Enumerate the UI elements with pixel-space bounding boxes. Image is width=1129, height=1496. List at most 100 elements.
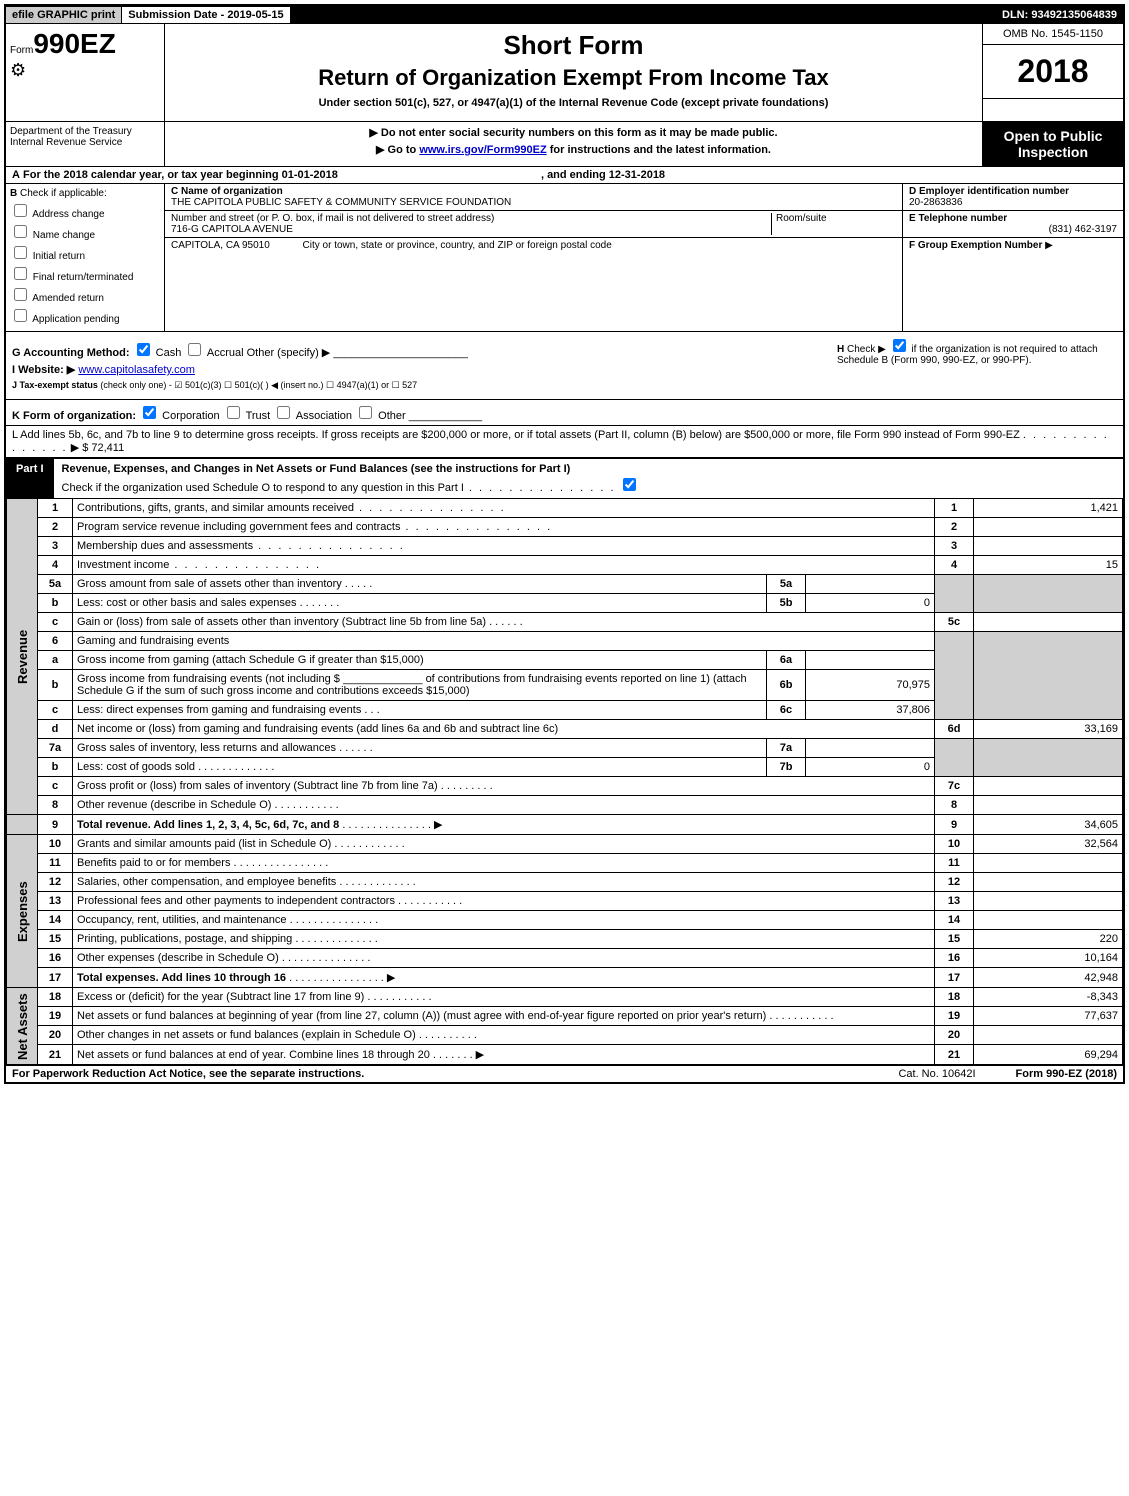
row-5a-desc: Gross amount from sale of assets other t…	[77, 578, 342, 590]
initial-return-checkbox[interactable]	[14, 246, 27, 259]
form-id-box: Form990EZ ⚙	[6, 24, 165, 121]
part1-table: Revenue 1 Contributions, gifts, grants, …	[6, 498, 1123, 1065]
d-label: D Employer identification number	[909, 186, 1069, 197]
row-11-amt	[974, 854, 1123, 873]
row-10-box: 10	[935, 835, 974, 854]
row-5b-num: b	[38, 594, 73, 613]
k-assoc-checkbox[interactable]	[277, 406, 290, 419]
row-8-amt	[974, 796, 1123, 815]
row-10-desc: Grants and similar amounts paid (list in…	[77, 838, 331, 850]
row-15-box: 15	[935, 930, 974, 949]
form-prefix: Form	[10, 45, 33, 56]
revenue-side-label: Revenue	[7, 499, 38, 815]
k-trust: Trust	[246, 410, 271, 422]
row-1-box: 1	[935, 499, 974, 518]
line-l: L Add lines 5b, 6c, and 7b to line 9 to …	[6, 425, 1123, 457]
row-16-amt: 10,164	[974, 949, 1123, 968]
row-14-box: 14	[935, 911, 974, 930]
section-bcdef: B Check if applicable: Address change Na…	[6, 184, 1123, 332]
row-20-amt	[974, 1026, 1123, 1045]
row-16-box: 16	[935, 949, 974, 968]
k-corp: Corporation	[162, 410, 219, 422]
check-if-label: Check if applicable:	[20, 188, 107, 199]
website-link[interactable]: www.capitolasafety.com	[78, 364, 195, 376]
row-21-box: 21	[935, 1045, 974, 1065]
row-21-amt: 69,294	[974, 1045, 1123, 1065]
row-18-amt: -8,343	[974, 988, 1123, 1007]
row-7c-num: c	[38, 777, 73, 796]
row-6c-desc: Less: direct expenses from gaming and fu…	[77, 704, 361, 716]
line-a-text: For the 2018 calendar year, or tax year …	[23, 169, 338, 181]
row-19-desc: Net assets or fund balances at beginning…	[77, 1010, 766, 1022]
row-11-box: 11	[935, 854, 974, 873]
row-16-desc: Other expenses (describe in Schedule O)	[77, 952, 279, 964]
final-return-label: Final return/terminated	[33, 272, 134, 283]
k-label: K Form of organization:	[12, 410, 136, 422]
city-value: CAPITOLA, CA 95010	[171, 240, 270, 251]
final-return-checkbox[interactable]	[14, 267, 27, 280]
paperwork-notice: For Paperwork Reduction Act Notice, see …	[12, 1068, 364, 1080]
accrual-checkbox[interactable]	[188, 343, 201, 356]
row-17-desc: Total expenses. Add lines 10 through 16	[77, 972, 286, 984]
row-5b-amt: 0	[806, 594, 935, 613]
footer: For Paperwork Reduction Act Notice, see …	[6, 1065, 1123, 1082]
j-label: J Tax-exempt status	[12, 380, 98, 390]
row-6d-desc: Net income or (loss) from gaming and fun…	[77, 723, 558, 735]
row-12-box: 12	[935, 873, 974, 892]
l-text: L Add lines 5b, 6c, and 7b to line 9 to …	[12, 429, 1020, 441]
name-change-checkbox[interactable]	[14, 225, 27, 238]
address-change-checkbox[interactable]	[14, 204, 27, 217]
row-14-desc: Occupancy, rent, utilities, and maintena…	[77, 914, 287, 926]
part1-schedule-o-checkbox[interactable]	[623, 478, 636, 491]
accrual-label: Accrual	[207, 347, 244, 359]
row-5c-num: c	[38, 613, 73, 632]
row-9-amt: 34,605	[974, 815, 1123, 835]
row-20-box: 20	[935, 1026, 974, 1045]
dln-number: DLN: 93492135064839	[996, 7, 1123, 23]
phone-value: (831) 462-3197	[909, 224, 1117, 235]
row-6d-box: 6d	[935, 720, 974, 739]
cash-checkbox[interactable]	[137, 343, 150, 356]
top-bar: efile GRAPHIC print Submission Date - 20…	[6, 6, 1123, 24]
under-section-text: Under section 501(c), 527, or 4947(a)(1)…	[171, 97, 976, 109]
return-title: Return of Organization Exempt From Incom…	[171, 65, 976, 91]
amended-checkbox[interactable]	[14, 288, 27, 301]
row-21-num: 21	[38, 1045, 73, 1065]
short-form-title: Short Form	[171, 30, 976, 61]
row-12-num: 12	[38, 873, 73, 892]
row-6a-desc: Gross income from gaming (attach Schedul…	[77, 654, 424, 666]
irs-link[interactable]: www.irs.gov/Form990EZ	[419, 144, 546, 156]
row-6a-num: a	[38, 651, 73, 670]
row-5c-amt	[974, 613, 1123, 632]
k-trust-checkbox[interactable]	[227, 406, 240, 419]
name-change-label: Name change	[33, 230, 95, 241]
row-6c-amt: 37,806	[806, 701, 935, 720]
row-16-num: 16	[38, 949, 73, 968]
row-6c-box: 6c	[767, 701, 806, 720]
row-5b-desc: Less: cost or other basis and sales expe…	[77, 597, 297, 609]
efile-print-button[interactable]: efile GRAPHIC print	[6, 7, 121, 23]
row-7a-box: 7a	[767, 739, 806, 758]
application-pending-checkbox[interactable]	[14, 309, 27, 322]
row-7b-desc: Less: cost of goods sold	[77, 761, 195, 773]
line-k: K Form of organization: Corporation Trus…	[6, 399, 1123, 425]
row-1-num: 1	[38, 499, 73, 518]
amended-label: Amended return	[32, 293, 104, 304]
part1-header-row: Part I Revenue, Expenses, and Changes in…	[6, 457, 1123, 498]
part1-label: Part I	[6, 459, 54, 498]
omb-number: OMB No. 1545-1150	[983, 24, 1123, 45]
row-19-num: 19	[38, 1007, 73, 1026]
k-other-checkbox[interactable]	[359, 406, 372, 419]
f-label: F Group Exemption Number	[909, 240, 1042, 251]
row-1-amt: 1,421	[974, 499, 1123, 518]
row-7c-desc: Gross profit or (loss) from sales of inv…	[77, 780, 438, 792]
k-other: Other	[378, 410, 406, 422]
row-5c-desc: Gain or (loss) from sale of assets other…	[77, 616, 486, 628]
dept-treasury: Department of the Treasury	[10, 126, 160, 137]
row-4-amt: 15	[974, 556, 1123, 575]
row-7a-num: 7a	[38, 739, 73, 758]
row-15-num: 15	[38, 930, 73, 949]
row-3-num: 3	[38, 537, 73, 556]
h-checkbox[interactable]	[893, 339, 906, 352]
k-corp-checkbox[interactable]	[143, 406, 156, 419]
